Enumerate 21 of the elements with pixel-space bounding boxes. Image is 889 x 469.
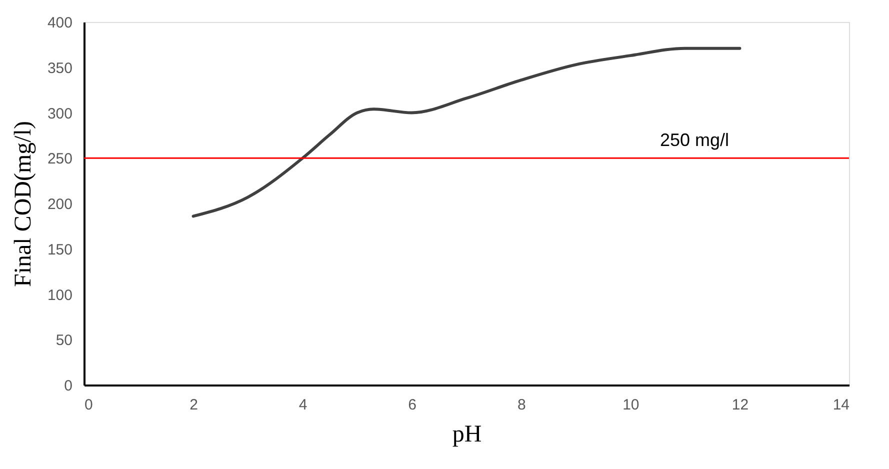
y-tick-label: 300 <box>47 105 72 122</box>
y-tick-label: 400 <box>47 14 72 32</box>
y-axis-title: Final COD(mg/l) <box>10 121 36 287</box>
x-tick-label: 4 <box>298 396 308 414</box>
x-tick-label: 2 <box>190 396 198 414</box>
x-tick-label: 6 <box>408 396 417 414</box>
x-tick-label: 10 <box>622 396 640 414</box>
x-tick-label: 14 <box>832 396 850 414</box>
x-tick-label: 8 <box>517 396 526 414</box>
y-tick-label: 150 <box>47 241 72 258</box>
y-tick-label: 200 <box>47 196 72 213</box>
y-tick-label: 0 <box>64 378 72 394</box>
line-series <box>192 46 742 218</box>
y-tick-label: 50 <box>56 332 72 350</box>
y-tick-label: 100 <box>47 286 72 304</box>
y-tick-label: 250 <box>47 150 72 168</box>
ref-line-label: 250 mg/l <box>660 130 729 150</box>
x-tick-label: 12 <box>732 396 749 414</box>
x-tick-label: 0 <box>84 396 93 414</box>
y-tick-label: 350 <box>47 60 72 77</box>
x-axis-title: pH <box>452 422 482 448</box>
